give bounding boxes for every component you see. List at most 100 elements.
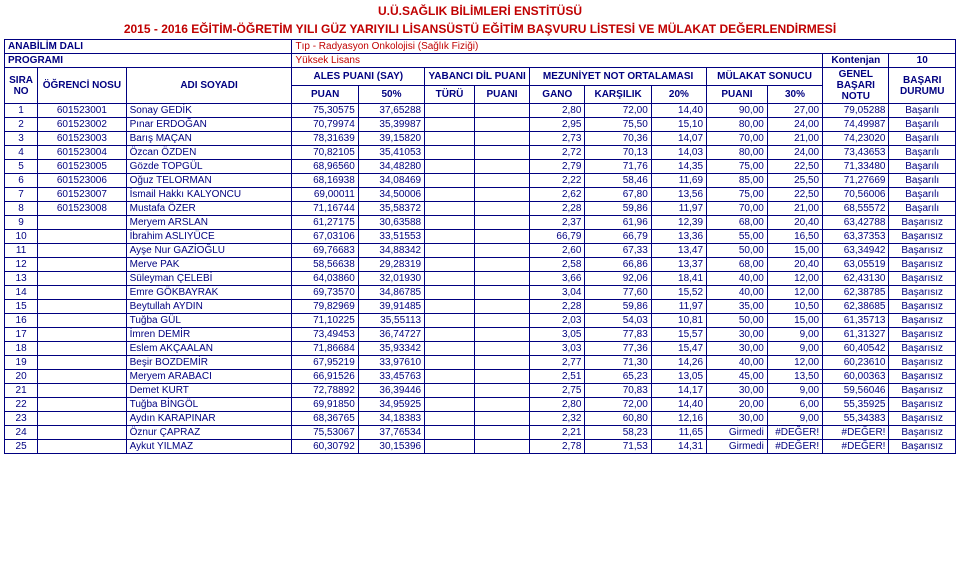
table-row: 2601523002Pınar ERDOĞAN70,7997435,399872… [5,118,956,132]
cell-p20: 15,52 [651,286,706,300]
cell-p50: 30,63588 [358,216,424,230]
cell-p50: 35,58372 [358,202,424,216]
cell-ogr [38,272,126,286]
cell-p30: 21,00 [767,132,822,146]
cell-genel: 74,49987 [823,118,889,132]
cell-sira: 5 [5,160,38,174]
cell-genel: 55,35925 [823,398,889,412]
cell-durum: Başarılı [889,202,956,216]
cell-ogr [38,216,126,230]
cell-genel: 63,42788 [823,216,889,230]
table-row: 5601523005Gözde TOPGÜL68,9656034,482802,… [5,160,956,174]
cell-p20: 14,35 [651,160,706,174]
cell-durum: Başarısız [889,356,956,370]
table-row: 11Ayşe Nur GAZİOĞLU69,7668334,883422,606… [5,244,956,258]
cell-p30: 12,00 [767,286,822,300]
cell-turu [425,426,475,440]
cell-gano: 3,03 [530,342,585,356]
cell-puan: 60,30792 [292,440,358,454]
cell-p20: 11,65 [651,426,706,440]
cell-turu [425,342,475,356]
cell-sira: 24 [5,426,38,440]
cell-kars: 61,96 [585,216,651,230]
cell-turu [425,118,475,132]
cell-ogr [38,426,126,440]
cell-ogr [38,370,126,384]
cell-ogr: 601523001 [38,104,126,118]
cell-ypuani [474,104,529,118]
cell-kars: 65,23 [585,370,651,384]
cell-ogr: 601523008 [38,202,126,216]
cell-kars: 72,00 [585,104,651,118]
col-ales: ALES PUANI (SAY) [292,68,425,86]
cell-puan: 67,03106 [292,230,358,244]
cell-gano: 2,37 [530,216,585,230]
cell-p50: 30,15396 [358,440,424,454]
cell-ypuani [474,272,529,286]
cell-p30: 22,50 [767,160,822,174]
cell-gano: 2,28 [530,300,585,314]
cell-kars: 71,30 [585,356,651,370]
cell-p20: 14,40 [651,398,706,412]
cell-gano: 3,05 [530,328,585,342]
cell-durum: Başarısız [889,342,956,356]
cell-p50: 37,76534 [358,426,424,440]
cell-puan: 78,31639 [292,132,358,146]
cell-ypuani [474,412,529,426]
cell-ypuani [474,146,529,160]
cell-sira: 25 [5,440,38,454]
cell-p30: 24,00 [767,146,822,160]
cell-turu [425,356,475,370]
cell-p20: 18,41 [651,272,706,286]
cell-p50: 32,01930 [358,272,424,286]
cell-p30: 22,50 [767,188,822,202]
cell-durum: Başarısız [889,244,956,258]
cell-p50: 34,88342 [358,244,424,258]
cell-p20: 14,07 [651,132,706,146]
cell-p20: 10,81 [651,314,706,328]
cell-adi: Eslem AKÇAALAN [126,342,292,356]
cell-kars: 58,23 [585,426,651,440]
cell-p50: 34,95925 [358,398,424,412]
cell-puan: 67,95219 [292,356,358,370]
cell-ypuani [474,384,529,398]
cell-adi: Demet KURT [126,384,292,398]
cell-sira: 22 [5,398,38,412]
cell-genel: 63,34942 [823,244,889,258]
cell-ogr: 601523003 [38,132,126,146]
cell-kars: 77,36 [585,342,651,356]
cell-p30: 20,40 [767,258,822,272]
table-row: 21Demet KURT72,7889236,394462,7570,8314,… [5,384,956,398]
cell-turu [425,286,475,300]
cell-p30: 9,00 [767,328,822,342]
cell-kars: 59,86 [585,300,651,314]
cell-sira: 3 [5,132,38,146]
cell-p30: 20,40 [767,216,822,230]
cell-p20: 15,47 [651,342,706,356]
cell-p30: 9,00 [767,384,822,398]
cell-adi: Ayşe Nur GAZİOĞLU [126,244,292,258]
cell-ogr [38,412,126,426]
cell-p50: 35,93342 [358,342,424,356]
cell-puan: 68,16938 [292,174,358,188]
cell-puan: 64,03860 [292,272,358,286]
cell-gano: 2,79 [530,160,585,174]
cell-mpuani: 30,00 [707,328,768,342]
table-row: 9Meryem ARSLAN61,2717530,635882,3761,961… [5,216,956,230]
cell-gano: 2,51 [530,370,585,384]
cell-kars: 66,86 [585,258,651,272]
col-20: 20% [651,86,706,104]
cell-genel: #DEĞER! [823,440,889,454]
cell-turu [425,272,475,286]
cell-ogr [38,258,126,272]
cell-sira: 20 [5,370,38,384]
cell-kars: 60,80 [585,412,651,426]
cell-puan: 69,76683 [292,244,358,258]
cell-durum: Başarısız [889,328,956,342]
cell-sira: 21 [5,384,38,398]
cell-ogr [38,244,126,258]
cell-sira: 16 [5,314,38,328]
cell-puan: 69,00011 [292,188,358,202]
cell-mpuani: 40,00 [707,286,768,300]
cell-kars: 71,76 [585,160,651,174]
